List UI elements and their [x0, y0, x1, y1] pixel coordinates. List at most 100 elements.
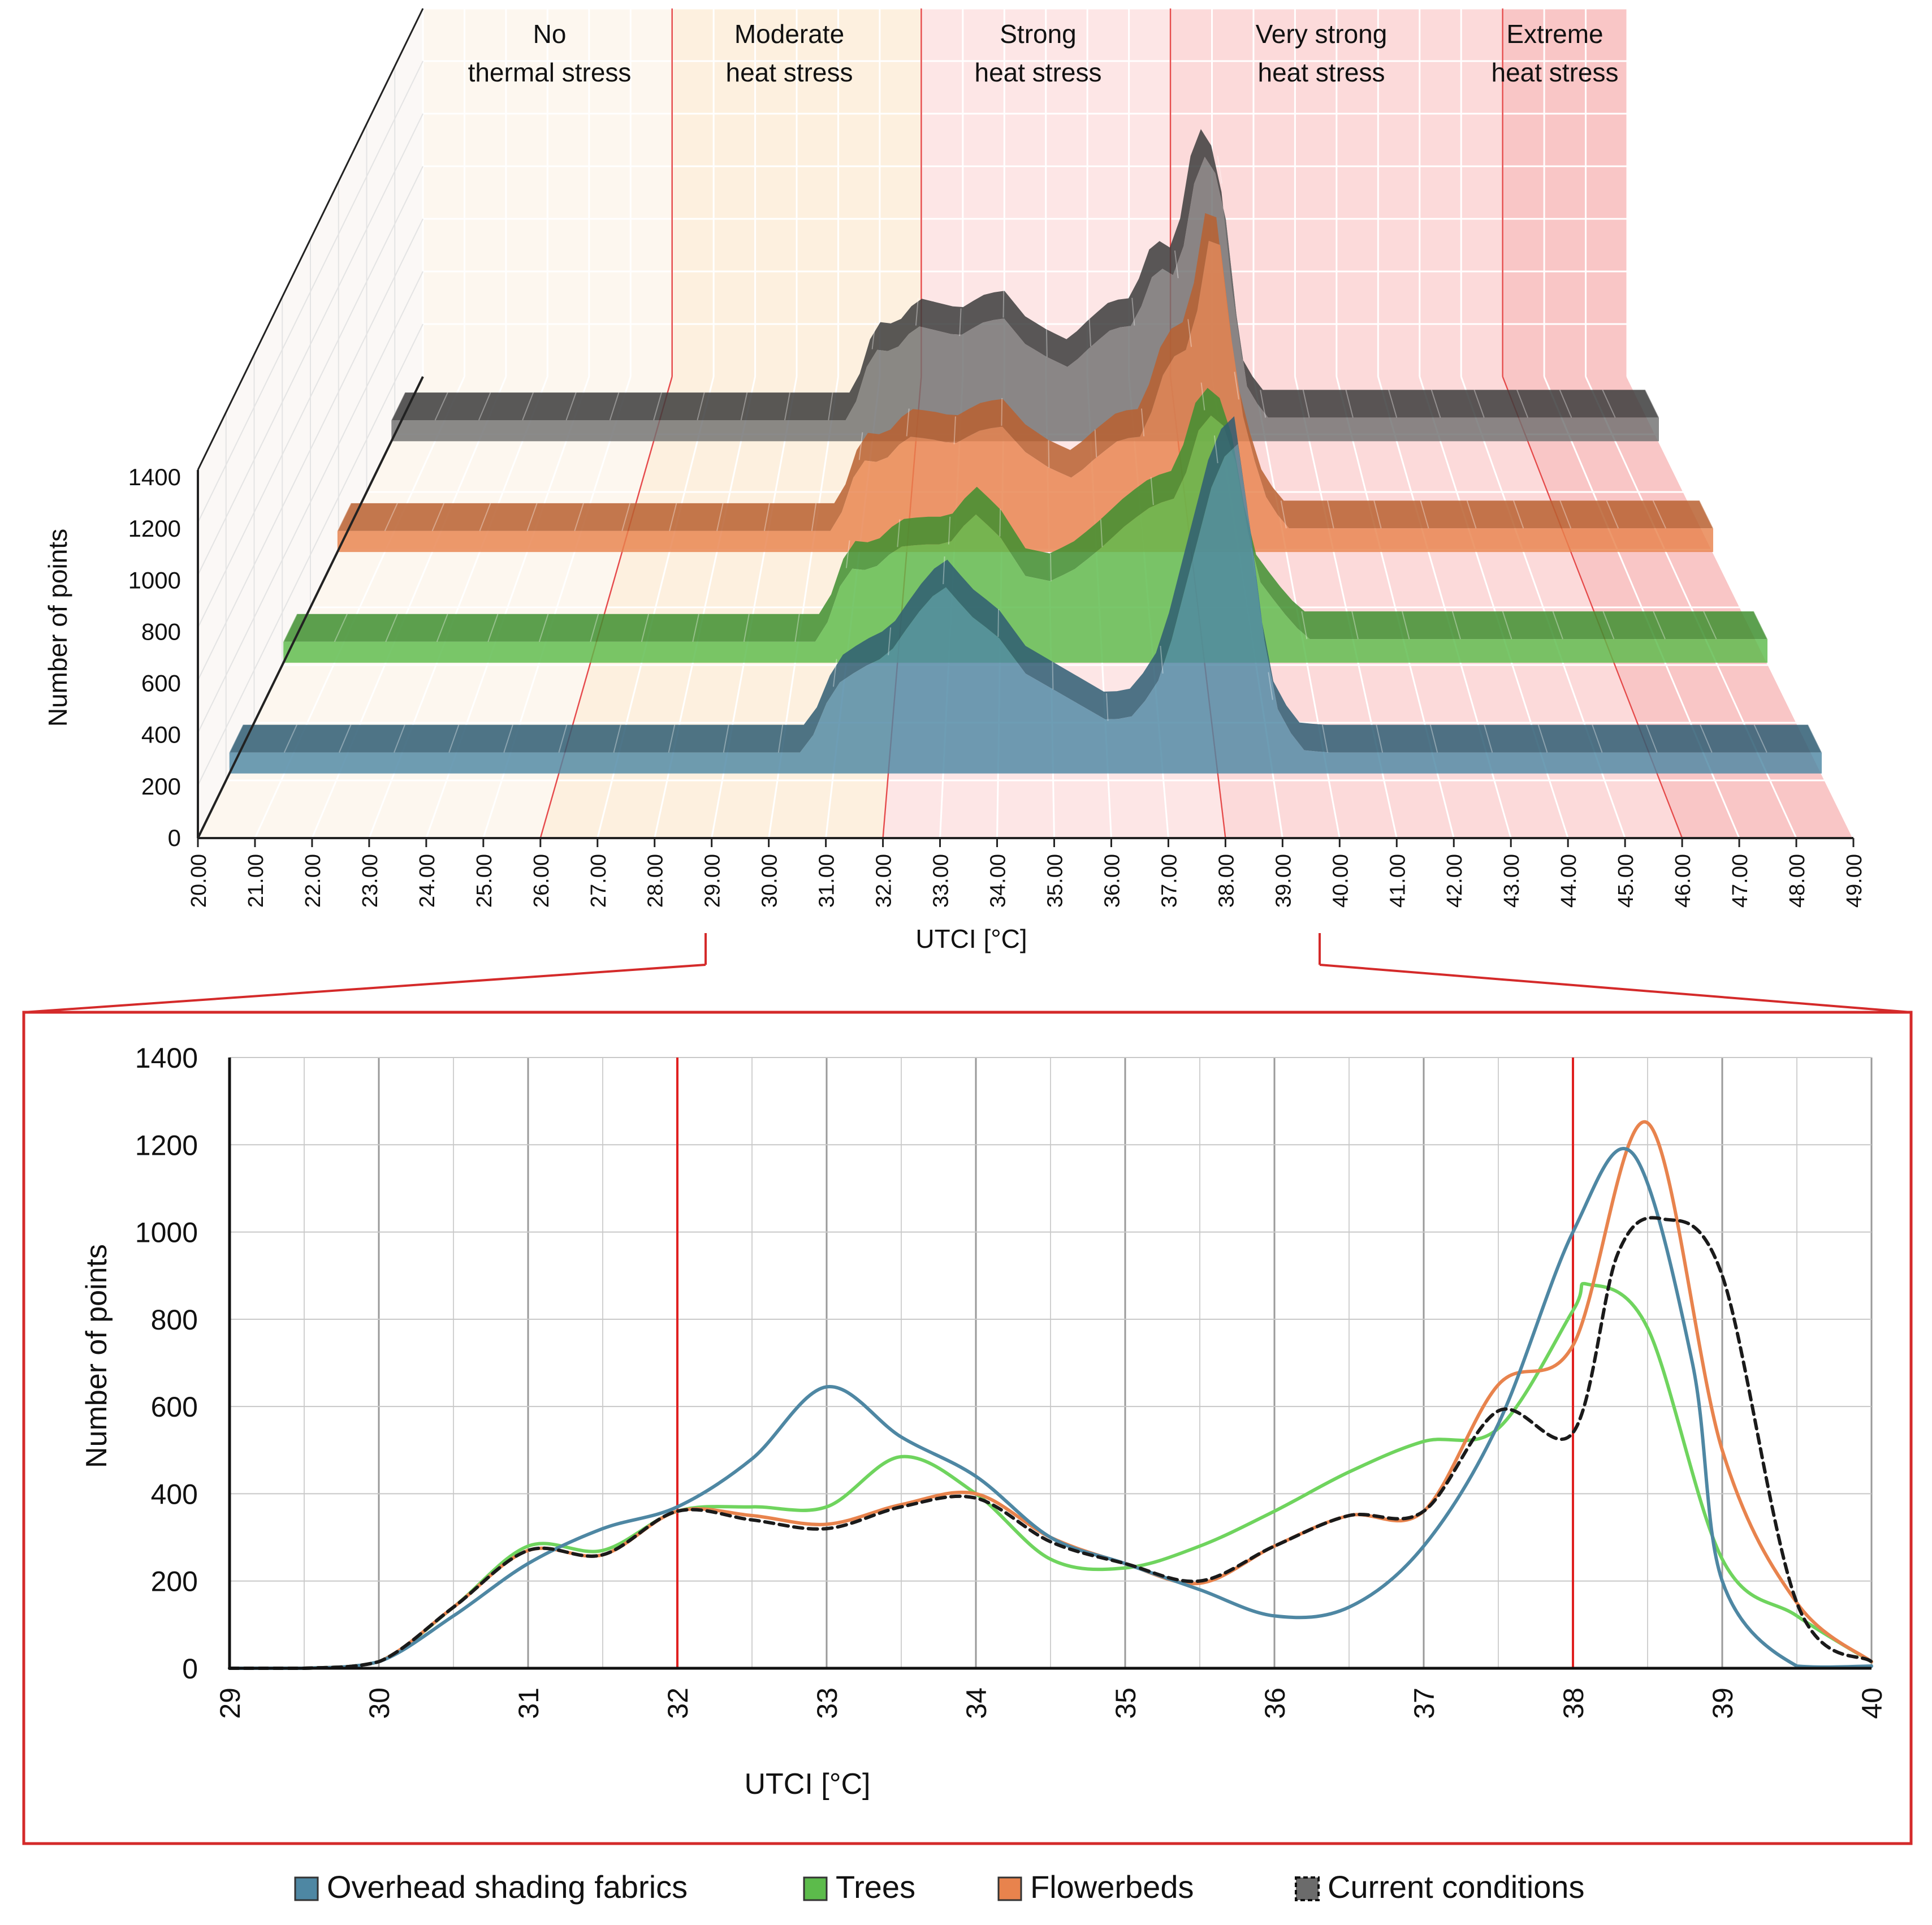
ribbon-trees [283, 382, 1768, 663]
ribbon-seg-current [565, 392, 577, 421]
y-tick-label-3d: 200 [141, 773, 181, 800]
y-tick-label-3d: 1200 [128, 515, 181, 542]
left-wall-top-edge [197, 8, 424, 471]
ribbon-seg-flowerbeds [384, 503, 398, 532]
zone-label-extreme-1: Extreme [1506, 19, 1603, 49]
ribbon-seg-overhead [1700, 724, 1713, 753]
x-tick-label-2d: 36 [1259, 1687, 1291, 1719]
y-tick-label-2d: 400 [151, 1478, 198, 1510]
x-axis-label-3d: UTCI [°C] [915, 924, 1027, 953]
chart-2d: 0 200 400 600 800 1000 1200 1400 29 30 31 32 33 34 35 3… [22, 1011, 1913, 1845]
axes-3d: 0 200 400 600 800 1000 1200 1400 20.00 21.00 22.00… [128, 8, 1866, 908]
ribbon-face-trees [283, 415, 1768, 663]
ribbon-seg-overhead [1376, 724, 1384, 753]
y-axis-label-3d: Number of points [43, 529, 72, 727]
ribbon-seg-flowerbeds [1373, 500, 1382, 529]
ribbon-seg-overhead [283, 724, 297, 753]
ribbon-seg-overhead [1160, 646, 1164, 674]
ribbon-seg-flowerbeds [763, 503, 770, 532]
ribbon-seg-current [740, 392, 748, 421]
ribbon-face-flowerbeds [337, 240, 1713, 553]
legend-label-overhead: Overhead shading fabrics [327, 1869, 688, 1905]
ribbon-seg-current [1345, 390, 1354, 418]
ribbon-seg-flowerbeds [906, 408, 910, 437]
ribbon-seg-current [522, 392, 534, 421]
ribbon-seg-current [1473, 390, 1485, 418]
x-tick-label-2d: 30 [364, 1687, 395, 1719]
x-tick-label-3d: 26.00 [530, 854, 554, 908]
legend-item-trees: Trees [803, 1869, 915, 1905]
ribbon-seg-overhead [1213, 435, 1218, 464]
ribbon-flowerbeds [336, 213, 1714, 553]
legend-label-current: Current conditions [1328, 1869, 1584, 1905]
y-tick-label-3d: 400 [141, 722, 181, 748]
ribbon-seg-overhead [1645, 724, 1658, 753]
ribbon-seg-overhead [1321, 724, 1328, 753]
ribbon-seg-overhead [668, 724, 676, 753]
ribbon-seg-overhead [1808, 724, 1822, 753]
y-tick-label-3d: 1400 [128, 464, 181, 490]
ribbon-seg-current [871, 321, 876, 349]
x-tick-label-2d: 29 [214, 1687, 246, 1719]
ribbon-seg-current [434, 392, 448, 421]
ribbon-seg-overhead [1753, 724, 1767, 753]
zone-label-moderate-1: Moderate [734, 19, 844, 49]
ribbon-seg-overhead [888, 627, 892, 655]
ribbon-seg-flowerbeds [669, 503, 677, 532]
x-tick-label-3d: 25.00 [473, 854, 496, 908]
legend-swatch-overhead [294, 1876, 319, 1901]
x-tick-label-3d: 35.00 [1043, 854, 1067, 908]
y-tick-label-2d: 1400 [135, 1042, 198, 1074]
ribbon-seg-trees [487, 614, 499, 642]
plot-axes: 0 200 400 600 800 1000 1200 1400 29 30 31 32 33 34 35 3… [135, 1042, 1888, 1719]
ribbon-seg-overhead [832, 659, 837, 687]
ribbon-seg-flowerbeds [953, 416, 956, 444]
zone-label-extreme-2: heat stress [1492, 58, 1619, 87]
x-tick-label-2d: 35 [1110, 1687, 1142, 1719]
x-tick-label-3d: 42.00 [1443, 854, 1467, 908]
ribbon-seg-flowerbeds [1187, 319, 1192, 347]
ribbon-current [391, 129, 1659, 442]
ribbon-seg-flowerbeds [621, 503, 631, 532]
ribbon-seg-trees [845, 540, 850, 568]
ribbon-seg-current [391, 392, 406, 421]
y-tick-label-2d: 1000 [135, 1217, 198, 1249]
y-tick-label-2d: 800 [151, 1304, 198, 1336]
ribbon-seg-current [1088, 318, 1092, 347]
x-tick-label-2d: 33 [811, 1687, 843, 1719]
ribbon-overhead [228, 416, 1822, 774]
ribbon-seg-overhead [228, 724, 244, 753]
ribbon-seg-overhead [1105, 693, 1109, 721]
legend-item-current: Current conditions [1295, 1869, 1584, 1905]
x-tick-label-2d: 39 [1707, 1687, 1739, 1719]
ribbon-seg-flowerbeds [336, 503, 352, 532]
ribbon-seg-flowerbeds [1513, 500, 1524, 529]
ribbon-top-current [391, 129, 1659, 420]
ribbon-seg-trees [1100, 519, 1103, 547]
ribbon-seg-trees [334, 614, 348, 642]
ribbon-seg-current [1217, 156, 1222, 184]
ribbon-seg-flowerbeds [1048, 440, 1050, 468]
ribbon-seg-current [478, 392, 491, 421]
x-tick-label-3d: 48.00 [1786, 854, 1809, 908]
ribbon-seg-trees [743, 614, 750, 642]
zone-label-none-1: No [533, 19, 567, 49]
x-tick-label-2d: 38 [1558, 1687, 1589, 1719]
series-line-current [228, 1216, 1873, 1671]
ribbon-seg-flowerbeds [1001, 398, 1003, 426]
y-tick-label-2d: 200 [151, 1566, 198, 1598]
ribbon-seg-trees [1402, 611, 1410, 640]
ribbon-seg-current [1602, 390, 1616, 418]
x-tick-label-3d: 49.00 [1843, 854, 1866, 908]
x-tick-label-3d: 44.00 [1557, 854, 1581, 908]
ribbon-seg-overhead [503, 724, 513, 753]
ribbon-seg-trees [1150, 477, 1154, 506]
ribbon-seg-current [1388, 390, 1398, 418]
x-tick-label-3d: 31.00 [815, 854, 839, 908]
zoom-connector-right-diag [1319, 964, 1912, 1013]
x-tick-label-3d: 33.00 [930, 854, 953, 908]
x-tick-label-3d: 24.00 [416, 854, 439, 908]
ribbon-seg-current [959, 308, 962, 336]
ribbon-seg-trees [590, 614, 599, 642]
ribbon-seg-trees [1703, 611, 1717, 640]
